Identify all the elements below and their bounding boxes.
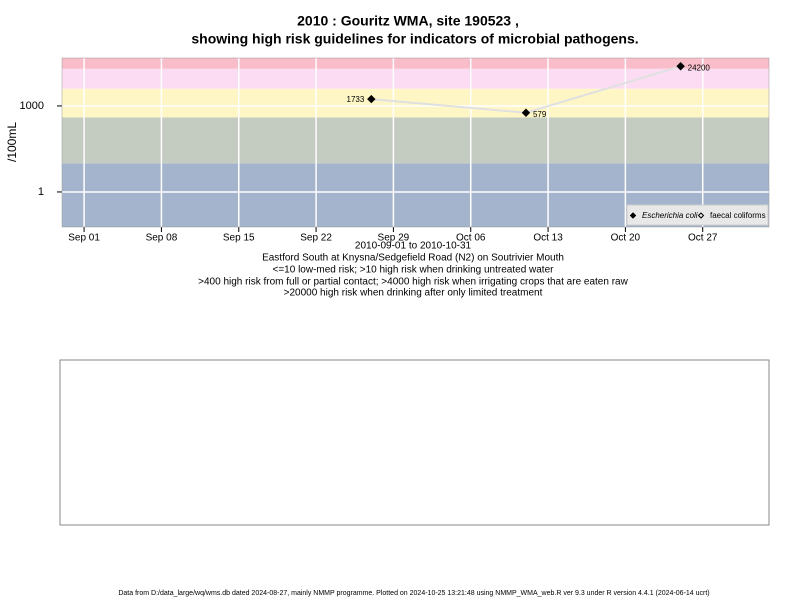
data-point bbox=[367, 94, 376, 104]
data-label: 579 bbox=[533, 110, 547, 119]
y-axis-label: /100mL bbox=[5, 122, 19, 162]
note: 2010-09-01 to 2010-10-31 bbox=[355, 241, 472, 252]
x-tick-label: Sep 15 bbox=[223, 233, 255, 244]
x-tick-label: Sep 01 bbox=[68, 233, 100, 244]
x-tick-label: Sep 29 bbox=[378, 233, 410, 244]
footer: Data from D:/data_large/wq/wms.db dated … bbox=[118, 590, 709, 597]
legend-marker bbox=[629, 212, 637, 219]
y-tick-label: 1 bbox=[38, 186, 44, 198]
note: Eastford South at Knysna/Sedgefield Road… bbox=[262, 253, 564, 264]
x-tick-label: Sep 22 bbox=[300, 233, 332, 244]
data-point bbox=[521, 108, 531, 117]
data-point bbox=[676, 62, 685, 71]
plot-frame bbox=[61, 57, 770, 228]
risk-band bbox=[62, 117, 769, 164]
note: >20000 high risk when drinking after onl… bbox=[284, 288, 543, 299]
note: >400 high risk from full or partial cont… bbox=[198, 277, 628, 288]
x-tick-label: Oct 27 bbox=[688, 233, 718, 244]
x-tick-label: Oct 13 bbox=[533, 233, 563, 244]
empty-panel bbox=[59, 359, 770, 526]
legend-label: faecal coliforms bbox=[710, 211, 766, 220]
chart-title: 2010 : Gouritz WMA, site 190523 , bbox=[297, 13, 519, 29]
data-label: 24200 bbox=[688, 63, 711, 72]
legend-label: Escherichia coli bbox=[642, 211, 698, 220]
x-tick-label: Oct 06 bbox=[456, 233, 486, 244]
x-tick-label: Sep 08 bbox=[146, 233, 178, 244]
risk-band bbox=[62, 58, 769, 69]
data-label: 1733 bbox=[347, 95, 365, 104]
x-tick-label: Oct 20 bbox=[611, 233, 641, 244]
note: <=10 low-med risk; >10 high risk when dr… bbox=[273, 265, 555, 276]
legend-box bbox=[626, 204, 769, 226]
y-tick-label: 1000 bbox=[20, 100, 44, 112]
chart-title: showing high risk guidelines for indicat… bbox=[191, 31, 638, 47]
legend-marker bbox=[697, 212, 705, 219]
